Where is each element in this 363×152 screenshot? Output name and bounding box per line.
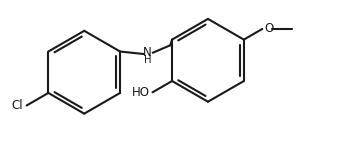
Text: O: O [265,22,274,35]
Text: HO: HO [132,86,150,99]
Text: Cl: Cl [11,99,23,112]
Text: H: H [144,55,151,65]
Text: N: N [143,46,152,59]
